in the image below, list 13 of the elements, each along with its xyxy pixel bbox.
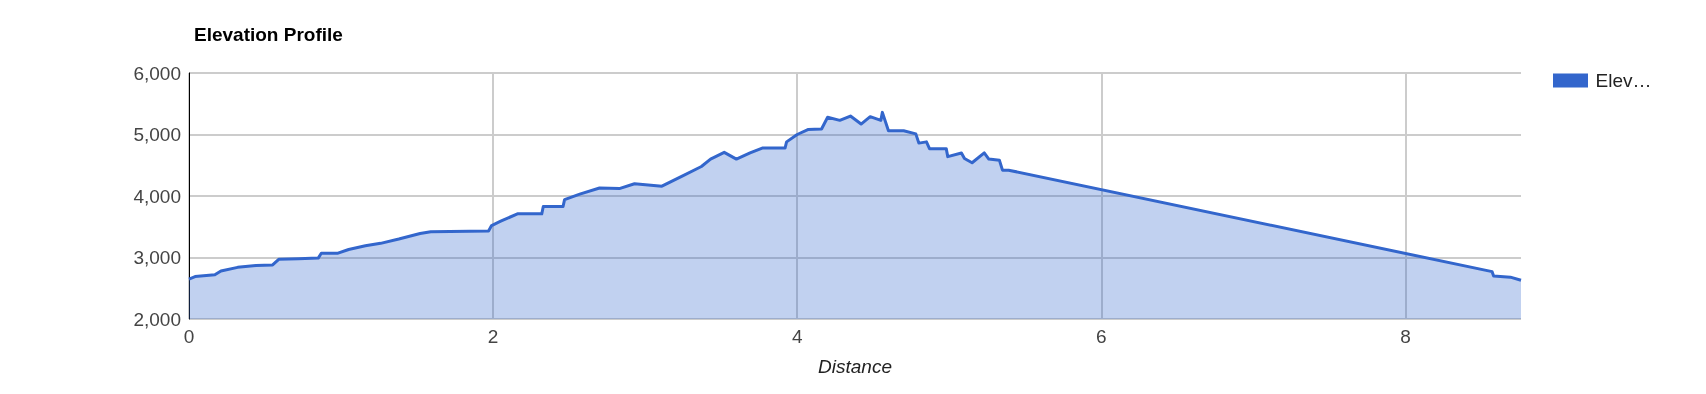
y-tick-label: 5,000	[133, 124, 181, 145]
y-tick-label: 2,000	[133, 308, 181, 330]
x-tick-label: 4	[791, 326, 803, 347]
y-tick-label: 6,000	[133, 62, 181, 84]
x-tick-label: 6	[1096, 326, 1107, 347]
y-tick-label: 4,000	[133, 185, 181, 207]
x-tick-label: 0	[183, 326, 195, 347]
y-tick-label: 3,000	[133, 247, 181, 268]
x-tick-label: 2	[487, 326, 499, 347]
legend-label: Elev…	[1595, 70, 1652, 91]
x-axis-title: Distance	[818, 356, 892, 377]
x-tick-label: 8	[1400, 326, 1411, 347]
chart-title: Elevation Profile	[194, 24, 343, 45]
